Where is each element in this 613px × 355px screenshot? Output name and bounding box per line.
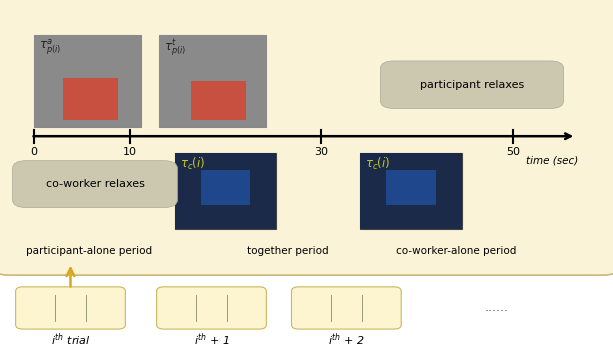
Text: co-worker-alone period: co-worker-alone period	[397, 246, 517, 256]
FancyBboxPatch shape	[360, 153, 462, 229]
FancyBboxPatch shape	[291, 287, 401, 329]
Text: $\tau_c(i)$: $\tau_c(i)$	[365, 156, 390, 172]
Text: $\tau^a_{p(i)}$: $\tau^a_{p(i)}$	[39, 38, 61, 58]
Bar	[201, 170, 250, 206]
Text: time (sec): time (sec)	[526, 156, 578, 166]
FancyBboxPatch shape	[12, 161, 178, 208]
Text: 50: 50	[506, 147, 520, 157]
Bar	[386, 170, 435, 206]
Bar	[63, 78, 118, 120]
Text: 10: 10	[123, 147, 137, 157]
Text: ......: ......	[484, 301, 508, 315]
Bar	[175, 153, 276, 229]
Text: 0: 0	[30, 147, 37, 157]
Text: 30: 30	[314, 147, 329, 157]
Text: co-worker relaxes: co-worker relaxes	[45, 179, 145, 189]
Text: $\tau_c(i)$: $\tau_c(i)$	[180, 156, 205, 172]
FancyBboxPatch shape	[380, 61, 564, 109]
Text: together period: together period	[247, 246, 329, 256]
Text: participant relaxes: participant relaxes	[420, 80, 524, 90]
Text: $i^{th}$ + 2: $i^{th}$ + 2	[328, 331, 365, 348]
FancyBboxPatch shape	[0, 0, 613, 275]
FancyBboxPatch shape	[159, 35, 266, 127]
FancyBboxPatch shape	[16, 287, 125, 329]
FancyBboxPatch shape	[175, 153, 276, 229]
Bar	[159, 35, 266, 127]
FancyBboxPatch shape	[156, 287, 266, 329]
Bar	[191, 81, 246, 120]
Text: $\tau^t_{p(i)}$: $\tau^t_{p(i)}$	[164, 38, 186, 59]
Text: $i^{th}$ trial: $i^{th}$ trial	[51, 331, 90, 348]
Text: participant-alone period: participant-alone period	[26, 246, 152, 256]
Bar	[34, 35, 142, 127]
Bar	[360, 153, 462, 229]
Text: $i^{th}$ + 1: $i^{th}$ + 1	[194, 331, 229, 348]
FancyBboxPatch shape	[34, 35, 142, 127]
